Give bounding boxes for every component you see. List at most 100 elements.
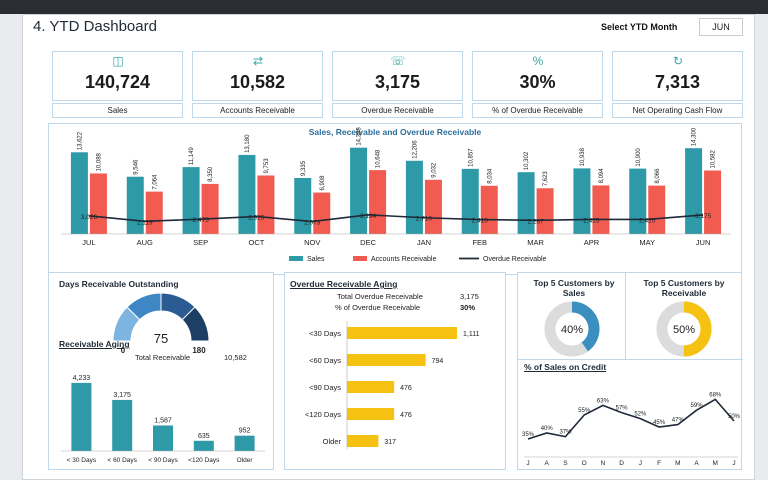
credit-x-label: F bbox=[657, 460, 661, 467]
sales-bar bbox=[238, 154, 256, 234]
overdue-data-label: 2,475 bbox=[192, 217, 209, 224]
receivable-data-label: 8,066 bbox=[655, 168, 661, 184]
sales-data-label: 14,300 bbox=[692, 127, 698, 146]
receivable-data-label: 9,032 bbox=[431, 162, 437, 178]
donut-sales-arc bbox=[544, 301, 600, 357]
total-receivable-label: Total Receivable bbox=[135, 353, 191, 362]
credit-x-label: M bbox=[713, 460, 718, 467]
aging-data-label: 952 bbox=[239, 428, 251, 435]
sales-data-label: 13,180 bbox=[245, 134, 251, 153]
receivable-data-label: 7,064 bbox=[152, 174, 158, 190]
credit-data-label: 55% bbox=[578, 408, 591, 414]
main-chart-panel: Sales, Receivable and Overdue Receivable… bbox=[48, 123, 742, 275]
receivable-data-label: 10,648 bbox=[376, 149, 382, 168]
overdue-data-label: 2,073 bbox=[304, 220, 321, 227]
x-tick-label: MAR bbox=[527, 238, 544, 247]
credit-data-label: 63% bbox=[597, 398, 610, 404]
receivable-bar bbox=[592, 185, 610, 234]
sales-receivable-chart: Sales, Receivable and Overdue Receivable… bbox=[61, 127, 731, 263]
receivable-bar bbox=[201, 183, 219, 234]
receivable-bar bbox=[257, 175, 275, 234]
credit-data-label: 68% bbox=[709, 392, 722, 398]
kpi-label: Net Operating Cash Flow bbox=[612, 103, 743, 118]
sales-bar bbox=[70, 152, 88, 234]
receivable-data-label: 10,088 bbox=[96, 152, 102, 171]
credit-data-label: 40% bbox=[541, 426, 554, 432]
credit-x-label: D bbox=[619, 460, 624, 467]
receivable-bar bbox=[145, 191, 163, 234]
kpi-value: 10,582 bbox=[229, 72, 286, 92]
percent-badge-icon: % bbox=[532, 54, 544, 68]
window-top-bar bbox=[0, 0, 768, 14]
sales-data-label: 9,335 bbox=[301, 160, 307, 176]
overdue-data-label: 3,175 bbox=[695, 213, 712, 220]
legend-label-sales: Sales bbox=[307, 256, 325, 263]
x-tick-label: FEB bbox=[472, 238, 487, 247]
overdue-line bbox=[88, 214, 704, 223]
x-tick-label: AUG bbox=[137, 238, 153, 247]
kpi-label: Accounts Receivable bbox=[192, 103, 323, 118]
credit-x-label: J bbox=[526, 460, 529, 467]
legend-label-receivable: Accounts Receivable bbox=[371, 256, 436, 263]
sales-data-label: 10,857 bbox=[468, 148, 474, 167]
overdue-category-label: <120 Days bbox=[305, 410, 341, 419]
sales-bar bbox=[182, 167, 200, 234]
overdue-bar bbox=[347, 354, 426, 366]
kpi-label: % of Overdue Receivable bbox=[472, 103, 603, 118]
x-tick-label: OCT bbox=[248, 238, 264, 247]
sales-bar bbox=[685, 148, 703, 234]
sales-bar bbox=[517, 172, 535, 234]
kpi-card-cash-flow: ↻ 7,313 bbox=[612, 51, 743, 101]
credit-data-label: 35% bbox=[522, 432, 535, 438]
aging-x-label: < 30 Days bbox=[67, 457, 97, 464]
overdue-data-label: 2,287 bbox=[527, 218, 544, 225]
sales-bar bbox=[405, 160, 423, 234]
donut-sales-label: 40% bbox=[561, 324, 583, 336]
total-receivable-value: 10,582 bbox=[224, 353, 247, 362]
overdue-data-label: 2,119 bbox=[137, 219, 153, 226]
aging-x-label: < 90 Days bbox=[148, 457, 178, 464]
kpi-value: 7,313 bbox=[654, 72, 701, 92]
overdue-data-label: 476 bbox=[400, 385, 412, 392]
aging-x-label: Older bbox=[237, 457, 254, 464]
overdue-bar bbox=[347, 408, 395, 420]
donut-receivable-title: Top 5 Customers by Receivable bbox=[643, 278, 725, 298]
x-tick-label: JUN bbox=[696, 238, 711, 247]
overdue-category-label: Older bbox=[323, 437, 342, 446]
sales-data-label: 10,900 bbox=[636, 148, 642, 167]
month-select[interactable]: JUN bbox=[699, 18, 743, 36]
overdue-data-label: 2,925 bbox=[248, 214, 265, 221]
overdue-bar bbox=[347, 435, 379, 447]
sales-bar bbox=[461, 168, 479, 234]
receivable-aging-chart: 4,233 < 30 Days 3,175 < 60 Days 1,587 < 90 Da… bbox=[61, 375, 265, 464]
gauge-value-box bbox=[139, 325, 183, 345]
overdue-data-label: 1,111 bbox=[463, 331, 480, 338]
receivable-bar bbox=[480, 185, 498, 234]
receivable-bar bbox=[313, 192, 331, 234]
panel-divider bbox=[625, 273, 626, 359]
chart-title: Sales, Receivable and Overdue Receivable bbox=[309, 127, 482, 137]
credit-data-label: 37% bbox=[559, 430, 572, 436]
gauge-value: 75 bbox=[154, 331, 168, 346]
x-tick-label: SEP bbox=[193, 238, 208, 247]
overdue-pct-value: 30% bbox=[460, 303, 476, 312]
receivable-data-label: 7,623 bbox=[543, 171, 549, 187]
aging-data-label: 3,175 bbox=[113, 392, 131, 399]
sales-data-label: 13,622 bbox=[77, 131, 83, 150]
overdue-aging-panel: Overdue Receivable Aging Total Overdue R… bbox=[284, 272, 506, 470]
credit-x-label: J bbox=[732, 460, 735, 467]
receivable-bar bbox=[536, 188, 554, 234]
aging-bar bbox=[234, 435, 255, 451]
kpi-label: Overdue Receivable bbox=[332, 103, 463, 118]
select-month-label: Select YTD Month bbox=[601, 22, 678, 32]
kpi-value: 140,724 bbox=[84, 72, 151, 92]
overdue-aging-chart: <30 Days 1,111 <60 Days 794 <90 Days 476 <120 … bbox=[305, 321, 480, 449]
x-tick-label: NOV bbox=[304, 238, 320, 247]
credit-x-label: A bbox=[545, 460, 550, 467]
credit-data-label: 59% bbox=[691, 403, 704, 409]
total-overdue-label: Total Overdue Receivable bbox=[337, 292, 423, 301]
overdue-data-label: 3,026 bbox=[81, 214, 98, 221]
gauge-band bbox=[181, 306, 210, 342]
credit-sales-chart: 35% J 40% A 37% S 55% O 63% N 57% D 52% J 45% F 47% M 59% A… bbox=[522, 392, 741, 467]
overdue-bar bbox=[347, 381, 395, 393]
